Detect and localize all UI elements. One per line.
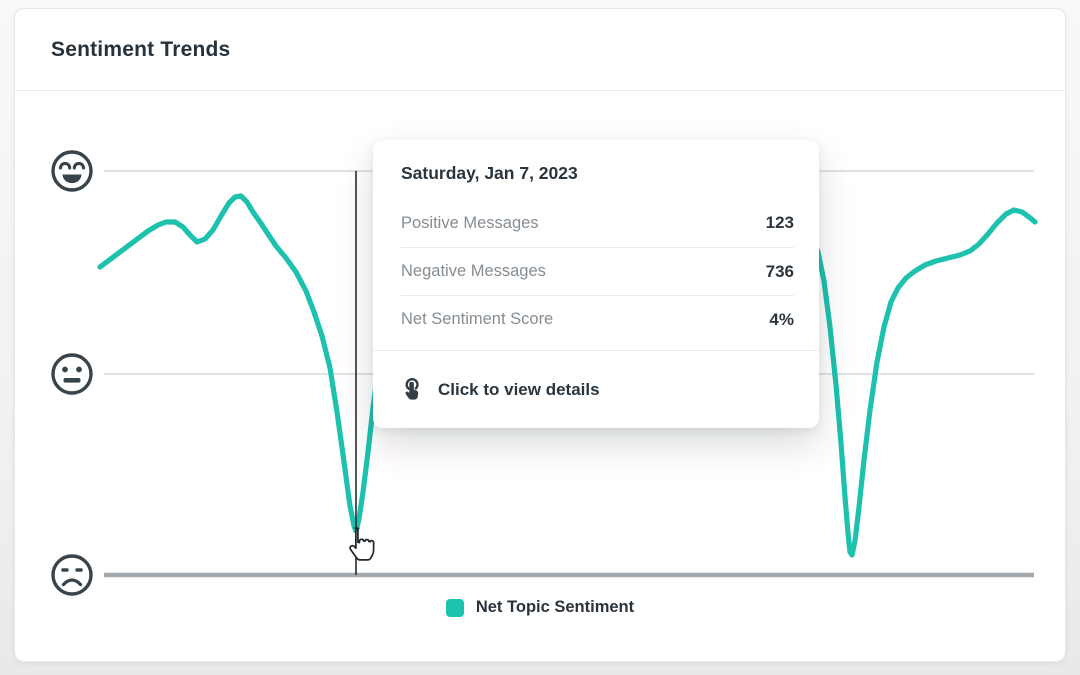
tooltip-row-negative-messages: Negative Messages 736 bbox=[401, 247, 794, 295]
tooltip-rows: Positive Messages 123 Negative Messages … bbox=[401, 199, 794, 343]
tooltip-row-value: 4% bbox=[769, 309, 794, 329]
tooltip-row-positive-messages: Positive Messages 123 bbox=[401, 199, 794, 247]
tooltip-row-label: Net Sentiment Score bbox=[401, 310, 554, 328]
tooltip-row-net-sentiment-score: Net Sentiment Score 4% bbox=[401, 295, 794, 343]
sad-face-icon bbox=[51, 554, 93, 596]
tooltip-footer[interactable]: Click to view details bbox=[373, 350, 819, 428]
chart-tooltip[interactable]: Saturday, Jan 7, 2023 Positive Messages … bbox=[373, 140, 819, 428]
tooltip-date-title: Saturday, Jan 7, 2023 bbox=[401, 163, 578, 183]
tooltip-row-value: 736 bbox=[765, 261, 794, 281]
chart-legend: Net Topic Sentiment bbox=[14, 598, 1066, 617]
cursor-pointer-icon bbox=[349, 527, 375, 561]
tooltip-footer-label: Click to view details bbox=[438, 379, 600, 399]
page-title: Sentiment Trends bbox=[51, 37, 231, 61]
tooltip-row-value: 123 bbox=[765, 213, 794, 232]
tap-click-icon bbox=[405, 377, 419, 400]
tooltip-row-label: Positive Messages bbox=[401, 213, 539, 232]
neutral-face-icon bbox=[51, 353, 93, 395]
legend-label: Net Topic Sentiment bbox=[475, 598, 635, 616]
happy-face-icon bbox=[51, 150, 93, 192]
card-header: Sentiment Trends bbox=[15, 9, 1065, 91]
legend-swatch-net-topic-sentiment bbox=[445, 598, 464, 617]
tooltip-row-label: Negative Messages bbox=[401, 262, 546, 280]
